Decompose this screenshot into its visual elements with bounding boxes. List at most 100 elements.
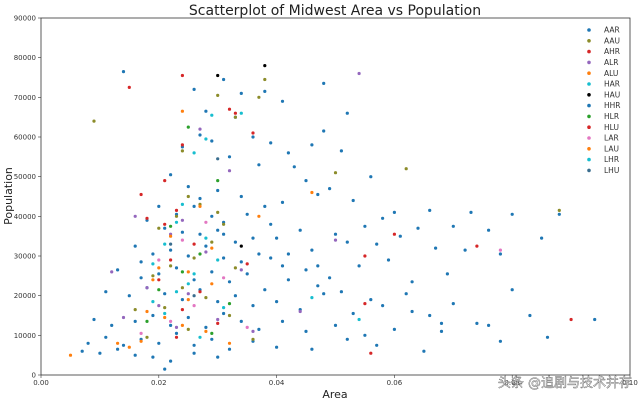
point-aar bbox=[257, 327, 261, 331]
point-aar bbox=[345, 240, 349, 244]
point-lar bbox=[169, 319, 173, 323]
point-lhr bbox=[198, 335, 202, 339]
point-aar bbox=[169, 248, 173, 252]
point-aar bbox=[198, 232, 202, 236]
y-axis-label: Population bbox=[2, 167, 15, 225]
point-aar bbox=[157, 204, 161, 208]
point-aar bbox=[204, 244, 208, 248]
point-ahr bbox=[180, 73, 184, 78]
point-aar bbox=[275, 236, 279, 240]
point-aar bbox=[310, 347, 314, 351]
point-aar bbox=[363, 333, 367, 337]
point-har bbox=[357, 317, 361, 322]
point-aar bbox=[369, 175, 373, 179]
point-ahr bbox=[233, 111, 237, 115]
point-alr bbox=[198, 127, 202, 131]
point-aar bbox=[404, 292, 408, 296]
chart-title: Scatterplot of Midwest Area vs Populatio… bbox=[189, 3, 481, 19]
point-aar bbox=[280, 319, 285, 323]
point-alr bbox=[333, 238, 338, 242]
point-aar bbox=[239, 91, 243, 95]
point-aar bbox=[475, 321, 479, 325]
point-aar bbox=[345, 337, 349, 341]
legend-label-lau: LAU bbox=[604, 144, 619, 153]
point-aar bbox=[192, 204, 196, 208]
point-hlr bbox=[145, 319, 149, 323]
point-hlu bbox=[180, 143, 184, 147]
point-aar bbox=[381, 216, 385, 220]
x-tick-label: 0.10 bbox=[622, 379, 638, 387]
point-aau bbox=[92, 119, 96, 123]
legend-marker-aar bbox=[587, 28, 591, 32]
point-aar bbox=[339, 149, 343, 153]
point-alr bbox=[357, 71, 361, 76]
point-aau bbox=[233, 266, 237, 270]
point-aar bbox=[163, 367, 167, 371]
point-alr bbox=[298, 309, 302, 314]
point-ahr bbox=[163, 222, 167, 226]
point-aar bbox=[498, 252, 502, 256]
point-hlr bbox=[198, 252, 202, 256]
point-aar bbox=[251, 304, 255, 308]
legend-label-lhu: LHU bbox=[604, 166, 619, 175]
point-aar bbox=[487, 228, 491, 232]
point-aar bbox=[169, 359, 173, 363]
point-har bbox=[210, 113, 214, 117]
x-tick-label: 0.02 bbox=[151, 379, 167, 387]
legend-label-hlr: HLR bbox=[604, 112, 619, 121]
point-aar bbox=[416, 226, 420, 230]
point-aar bbox=[304, 329, 308, 333]
point-ahr bbox=[216, 321, 220, 325]
point-aar bbox=[186, 185, 190, 189]
point-hlr bbox=[169, 224, 173, 228]
point-ahr bbox=[157, 278, 161, 282]
point-aar bbox=[304, 268, 308, 272]
point-lar bbox=[204, 220, 208, 224]
point-aau bbox=[151, 274, 155, 278]
point-har bbox=[216, 258, 220, 262]
point-aar bbox=[280, 200, 285, 204]
point-aau bbox=[180, 149, 184, 153]
point-aar bbox=[292, 165, 296, 169]
point-aau bbox=[216, 210, 220, 214]
point-aau bbox=[174, 214, 179, 218]
point-aar bbox=[275, 300, 279, 304]
point-aar bbox=[151, 252, 155, 256]
point-lar bbox=[498, 248, 502, 252]
point-hhr bbox=[222, 232, 226, 236]
point-aar bbox=[540, 236, 544, 240]
point-lhu bbox=[192, 294, 196, 298]
point-aar bbox=[398, 234, 402, 238]
point-lar bbox=[192, 304, 196, 308]
point-ahr bbox=[174, 208, 179, 212]
point-aar bbox=[498, 339, 502, 343]
legend-marker-har bbox=[587, 82, 591, 86]
point-alu bbox=[169, 234, 173, 238]
point-aar bbox=[375, 343, 379, 347]
point-aau bbox=[333, 171, 338, 175]
point-aar bbox=[263, 89, 267, 93]
points-group bbox=[68, 64, 597, 371]
point-aar bbox=[186, 315, 190, 320]
point-aau bbox=[233, 115, 237, 119]
point-ahr bbox=[180, 308, 184, 312]
point-lhu bbox=[169, 242, 173, 246]
plot-background bbox=[40, 17, 631, 376]
point-aar bbox=[151, 355, 155, 359]
point-hhr bbox=[139, 260, 143, 264]
point-aau bbox=[557, 208, 561, 212]
point-aar bbox=[239, 319, 243, 323]
point-aar bbox=[116, 347, 120, 351]
point-ahr bbox=[363, 254, 367, 258]
point-aar bbox=[98, 351, 102, 355]
point-aar bbox=[180, 298, 184, 302]
point-aar bbox=[257, 252, 261, 256]
point-aar bbox=[151, 313, 155, 318]
point-aar bbox=[239, 194, 243, 199]
point-aar bbox=[198, 133, 202, 137]
point-aar bbox=[428, 313, 432, 318]
point-aar bbox=[322, 129, 326, 133]
point-aar bbox=[451, 224, 455, 228]
point-ahr bbox=[369, 351, 373, 355]
point-alr bbox=[174, 325, 179, 329]
